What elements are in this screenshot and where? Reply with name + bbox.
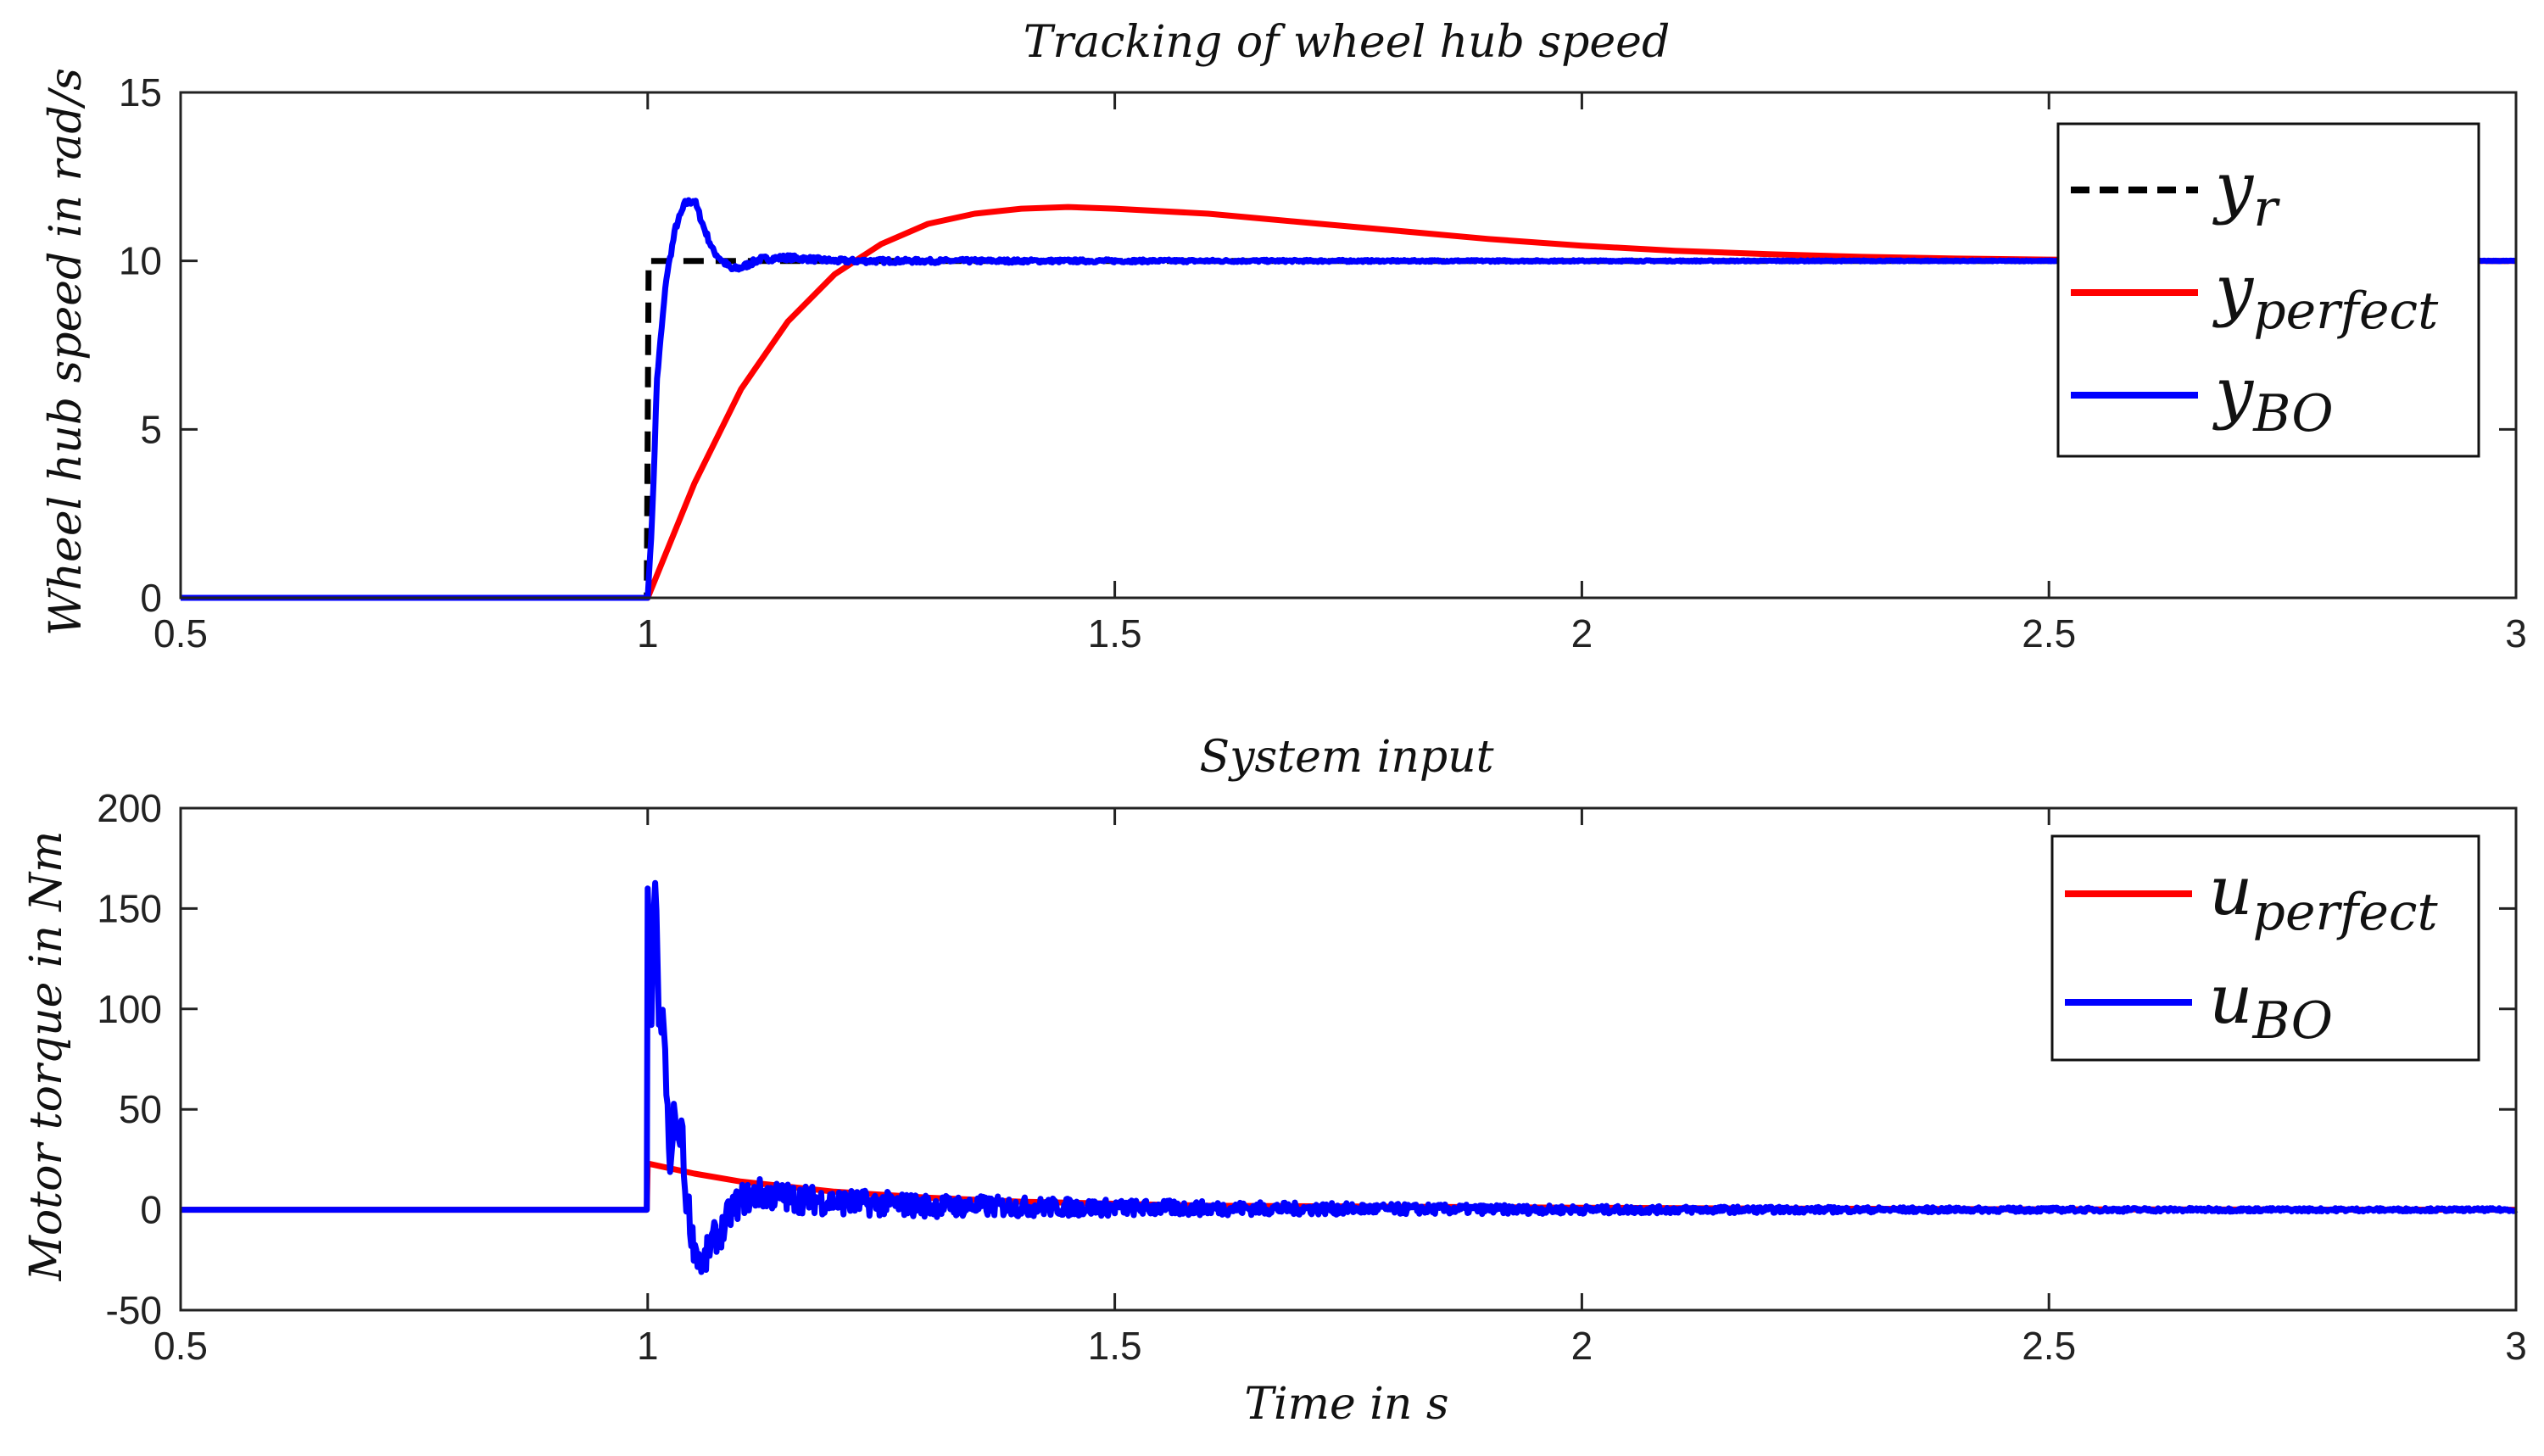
x-tick-label: 3 — [2505, 611, 2527, 655]
series-line-u-bo — [181, 879, 2519, 1275]
y-tick-label: 10 — [119, 239, 162, 283]
legend-label-u-perfect: uperfect — [2209, 851, 2438, 942]
x-tick-label: 2.5 — [2022, 1324, 2076, 1368]
torque-plot-ylabel: Motor torque in Nm — [21, 831, 72, 1282]
y-tick-label: -50 — [106, 1288, 162, 1332]
torque-plot: System input Motor torque in Nm Time in … — [21, 732, 2527, 1430]
speed-plot: Tracking of wheel hub speed Wheel hub sp… — [41, 17, 2527, 655]
x-tick-label: 2 — [1571, 1324, 1593, 1368]
x-tick-label: 0.5 — [153, 611, 208, 655]
legend-label-y-perfect: yperfect — [2212, 250, 2439, 341]
torque-plot-frame — [179, 806, 2518, 1312]
y-tick-label: 5 — [140, 407, 162, 451]
torque-plot-title: System input — [1200, 732, 1494, 783]
torque-plot-xlabel: Time in s — [1244, 1379, 1448, 1430]
torque-legend-box — [2050, 834, 2480, 1062]
x-tick-label: 1.5 — [1088, 611, 1142, 655]
speed-plot-ticks: 0.5 1 1.5 2 2.5 3 0 5 10 15 — [119, 70, 2527, 655]
speed-plot-frame — [179, 91, 2518, 600]
x-tick-label: 3 — [2505, 1324, 2527, 1368]
speed-plot-legend: yr yperfect yBO — [2056, 122, 2480, 458]
torque-plot-lines — [181, 879, 2519, 1275]
speed-plot-title: Tracking of wheel hub speed — [1024, 17, 1671, 68]
y-tick-label: 150 — [97, 886, 162, 930]
x-tick-label: 1 — [637, 1324, 659, 1368]
y-tick-label: 50 — [119, 1087, 162, 1131]
y-tick-label: 200 — [97, 786, 162, 830]
y-tick-label: 0 — [140, 1188, 162, 1232]
y-tick-label: 15 — [119, 70, 162, 114]
x-tick-label: 1.5 — [1088, 1324, 1142, 1368]
y-tick-label: 0 — [140, 576, 162, 620]
x-tick-label: 2.5 — [2022, 611, 2076, 655]
legend-label-y-r: yr — [2212, 148, 2280, 238]
x-tick-label: 2 — [1571, 611, 1593, 655]
legend-label-y-bo: yBO — [2212, 353, 2334, 443]
x-tick-label: 1 — [637, 611, 659, 655]
torque-plot-legend: uperfect uBO — [2050, 834, 2480, 1062]
y-tick-label: 100 — [97, 987, 162, 1031]
speed-plot-ylabel: Wheel hub speed in rad/s — [41, 68, 92, 636]
legend-label-u-bo: uBO — [2209, 960, 2333, 1051]
x-tick-label: 0.5 — [153, 1324, 208, 1368]
